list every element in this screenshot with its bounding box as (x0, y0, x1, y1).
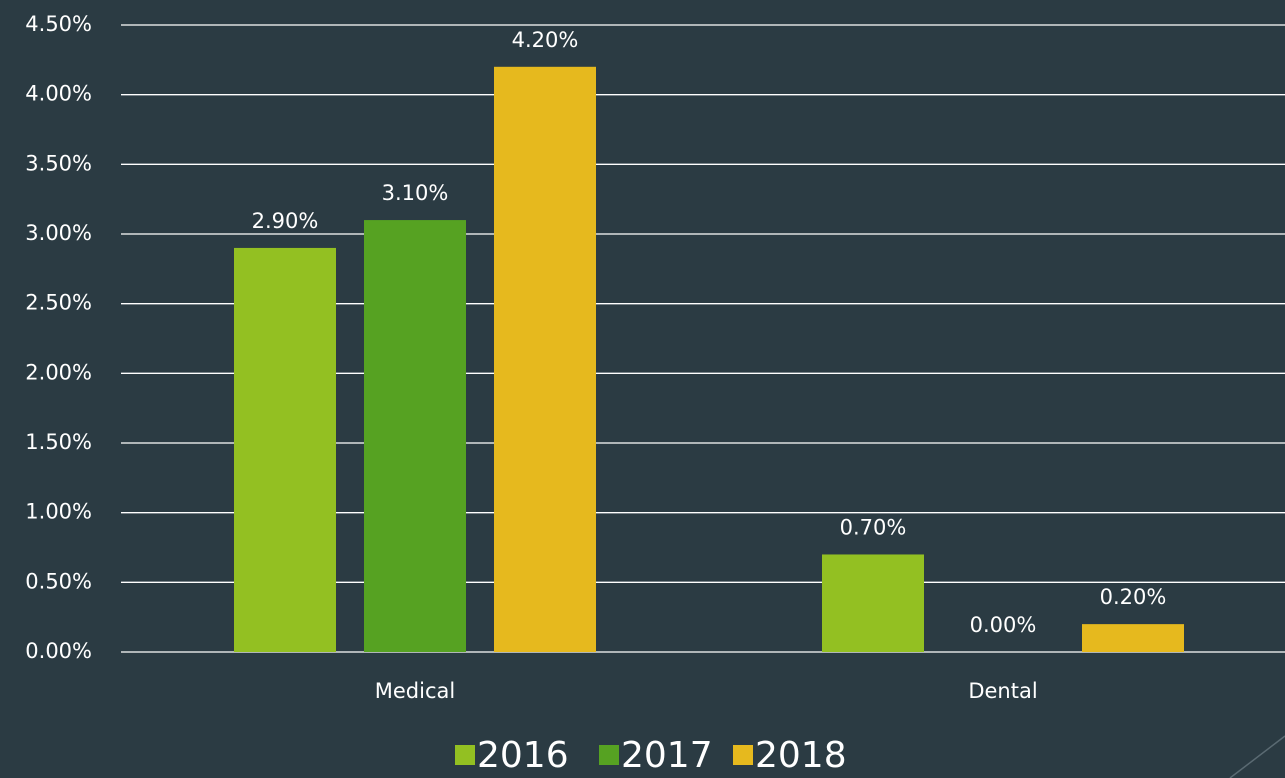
bar (364, 220, 466, 653)
decoration (1229, 735, 1285, 778)
data-label: 3.10% (382, 181, 449, 205)
y-tick-label: 3.00% (25, 221, 92, 245)
data-label: 0.20% (1100, 585, 1167, 609)
x-tick-label: Dental (968, 679, 1037, 703)
y-tick-label: 1.00% (25, 500, 92, 524)
bar (822, 554, 924, 652)
y-tick-label: 0.00% (25, 639, 92, 663)
y-tick-label: 3.50% (25, 151, 92, 175)
y-tick-label: 1.50% (25, 430, 92, 454)
legend-swatch (599, 745, 619, 765)
legend-label: 2018 (755, 735, 847, 776)
bar (1082, 624, 1184, 652)
y-tick-label: 4.50% (25, 12, 92, 36)
bar (494, 66, 596, 653)
y-tick-label: 2.00% (25, 360, 92, 384)
x-tick-label: Medical (375, 679, 455, 703)
data-label: 2.90% (252, 209, 319, 233)
legend-swatch (455, 745, 475, 765)
data-label: 0.70% (840, 515, 907, 539)
data-label: 4.20% (512, 28, 579, 52)
bar (234, 247, 336, 652)
legend-label: 2016 (477, 735, 569, 776)
legend-swatch (733, 745, 753, 765)
legend-label: 2017 (621, 735, 713, 776)
data-label: 0.00% (970, 613, 1037, 637)
y-tick-label: 2.50% (25, 291, 92, 315)
y-tick-label: 0.50% (25, 569, 92, 593)
y-tick-label: 4.00% (25, 82, 92, 106)
